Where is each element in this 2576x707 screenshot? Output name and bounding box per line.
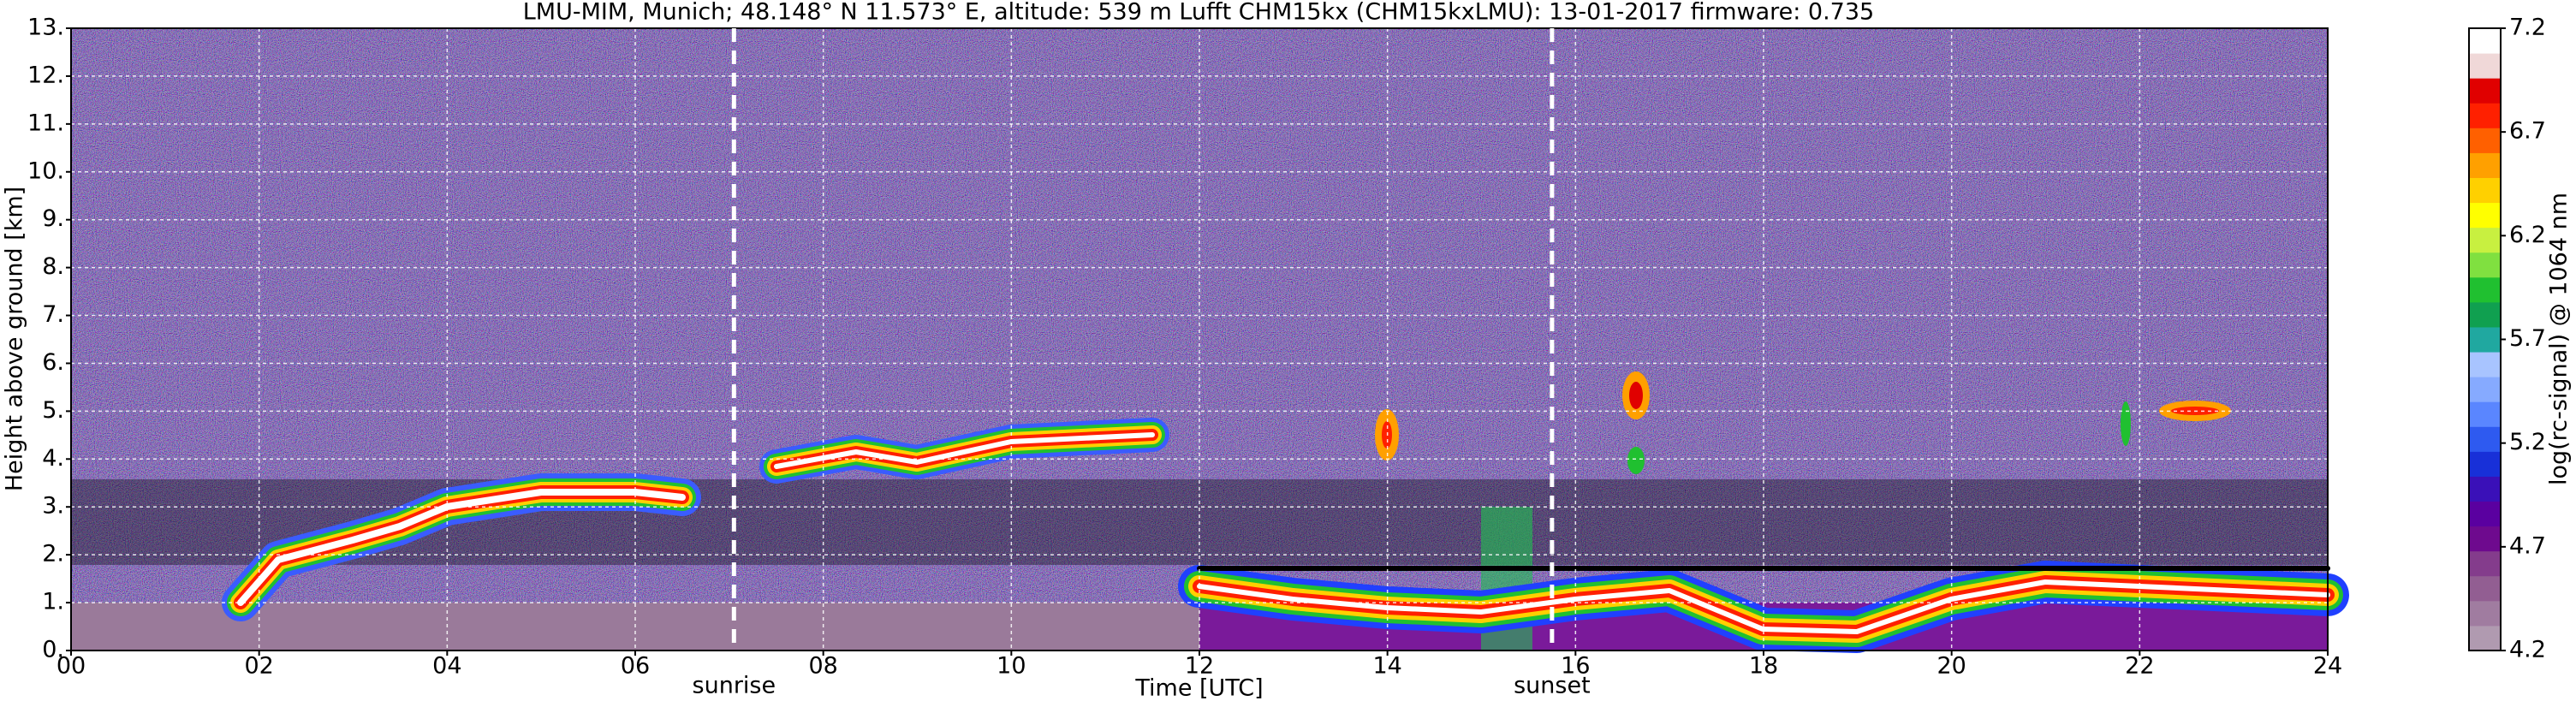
colorbar-swatch (2469, 326, 2501, 353)
colorbar-tick-label: 6.2 (2509, 222, 2546, 248)
y-tick-label: 12. (27, 62, 64, 88)
colorbar-tick-label: 4.7 (2509, 532, 2546, 559)
colorbar-swatch (2469, 426, 2501, 452)
colorbar-swatch (2469, 550, 2501, 577)
x-tick-label: 18 (1749, 653, 1778, 680)
colorbar-tick-label: 5.7 (2509, 325, 2546, 352)
colorbar-swatch (2469, 575, 2501, 602)
y-tick-label: 0. (42, 637, 64, 663)
colorbar-tick-label: 6.7 (2509, 118, 2546, 145)
x-tick-label: 00 (57, 653, 86, 680)
y-tick-label: 10. (27, 157, 64, 184)
x-tick-label: 10 (996, 653, 1026, 680)
y-tick-label: 8. (42, 253, 64, 280)
colorbar-swatch (2469, 28, 2501, 54)
y-tick-label: 2. (42, 541, 64, 567)
x-tick-label: 22 (2125, 653, 2154, 680)
colorbar-swatch (2469, 128, 2501, 153)
colorbar-swatch (2469, 227, 2501, 253)
x-tick-label: 04 (432, 653, 461, 680)
colorbar-tick-label: 4.2 (2509, 637, 2546, 663)
y-tick-label: 11. (27, 110, 64, 136)
colorbar-tick-label: 7.2 (2509, 15, 2546, 41)
colorbar-swatch (2469, 276, 2501, 303)
y-axis-label: Height above ground [km] (2, 187, 28, 491)
colorbar-swatch (2469, 526, 2501, 552)
y-tick-label: 9. (42, 205, 64, 232)
x-tick-label: 16 (1561, 653, 1590, 680)
colorbar-swatch (2469, 103, 2501, 128)
annotation-label: sunrise (693, 673, 776, 699)
colorbar-swatch (2469, 301, 2501, 328)
x-tick-label: 02 (244, 653, 273, 680)
colorbar-label: log(rc-signal) @ 1064 nm (2546, 193, 2573, 485)
x-axis-label: Time [UTC] (1134, 675, 1263, 702)
colorbar-swatch (2469, 377, 2501, 402)
y-tick-label: 5. (42, 397, 64, 424)
colorbar-swatch (2469, 352, 2501, 377)
colorbar-swatch (2469, 53, 2501, 79)
y-tick-label: 13. (27, 15, 64, 41)
x-tick-label: 24 (2313, 653, 2342, 680)
colorbar-swatch (2469, 501, 2501, 527)
y-tick-label: 6. (42, 349, 64, 376)
colorbar-swatch (2469, 202, 2501, 229)
colorbar-swatch (2469, 476, 2501, 502)
colorbar-swatch (2469, 600, 2501, 627)
colorbar-swatch (2469, 401, 2501, 427)
colorbar-swatch (2469, 625, 2501, 651)
colorbar-swatch (2469, 177, 2501, 204)
colorbar-swatch (2469, 78, 2501, 104)
colorbar-swatch (2469, 451, 2501, 477)
y-tick-label: 1. (42, 589, 64, 615)
y-tick-label: 4. (42, 445, 64, 472)
x-tick-label: 12 (1185, 653, 1214, 680)
chart-title: LMU-MIM, Munich; 48.148° N 11.573° E, al… (523, 0, 1874, 26)
colorbar: 4.2 4.7 5.2 5.7 6.2 6.7 7.2 (2468, 15, 2546, 663)
annotation-label: sunset (1514, 673, 1591, 699)
colorbar-swatch (2469, 252, 2501, 278)
x-tick-label: 08 (808, 653, 837, 680)
y-tick-label: 3. (42, 493, 64, 520)
x-tick-label: 06 (621, 653, 650, 680)
x-tick-label: 20 (1936, 653, 1966, 680)
colorbar-swatch (2469, 152, 2501, 178)
colorbar-tick-label: 5.2 (2509, 429, 2546, 455)
x-tick-label: 14 (1372, 653, 1401, 680)
y-tick-label: 7. (42, 301, 64, 328)
